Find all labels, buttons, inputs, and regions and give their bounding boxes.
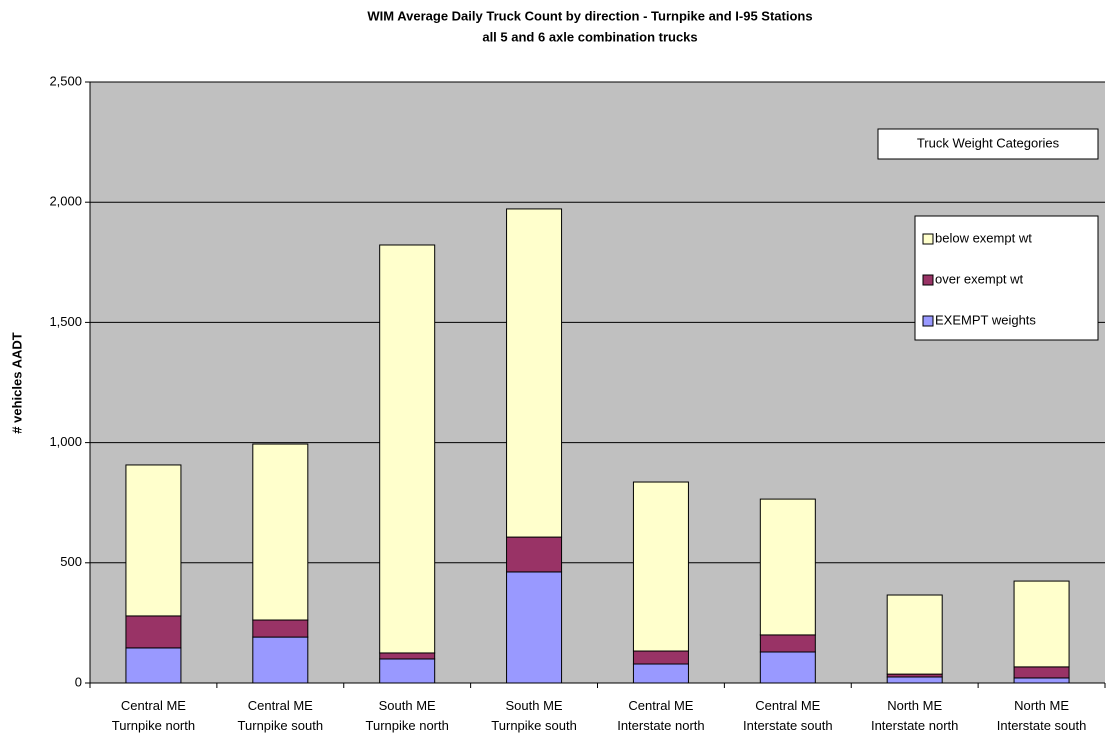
legend-title: Truck Weight Categories	[917, 135, 1060, 150]
x-tick-label-line: Central ME	[628, 698, 693, 713]
legend-label: below exempt wt	[935, 230, 1032, 245]
plot-area	[90, 82, 1105, 683]
bar-segment	[125, 615, 182, 649]
bar-segment	[379, 244, 436, 654]
legend-swatch	[922, 274, 934, 286]
x-tick-label: Central ME Interstate south	[743, 698, 833, 733]
bar-segment	[506, 571, 563, 684]
legend-title-box	[877, 128, 1099, 160]
bar-segment	[886, 676, 943, 684]
x-tick-label-line: South ME	[379, 698, 436, 713]
x-tick-label-line: Central ME	[248, 698, 313, 713]
x-tick-label: South ME Turnpike north	[366, 698, 449, 733]
bar-segment	[759, 634, 816, 653]
bar-segment	[125, 647, 182, 684]
y-tick-label: 0	[75, 674, 82, 689]
legend-label: over exempt wt	[935, 271, 1024, 286]
bar-segment	[1013, 677, 1070, 684]
bar-segment	[379, 652, 436, 660]
x-tick-label-line: Turnpike south	[238, 718, 324, 733]
x-tick-label-line: Interstate south	[743, 718, 833, 733]
bar-segment	[506, 208, 563, 538]
x-tick-label-line: Interstate north	[871, 718, 958, 733]
bar-segment	[252, 443, 309, 621]
x-tick-label-line: South ME	[506, 698, 563, 713]
bar-segment	[506, 536, 563, 573]
chart-title: WIM Average Daily Truck Count by directi…	[367, 8, 812, 23]
bar-segment	[252, 636, 309, 684]
x-tick-label-line: Turnpike south	[491, 718, 577, 733]
bar-segment	[759, 651, 816, 684]
chart-subtitle: all 5 and 6 axle combination trucks	[482, 29, 697, 44]
x-tick-label: South ME Turnpike south	[491, 698, 577, 733]
x-tick-label-line: North ME	[887, 698, 942, 713]
legend	[914, 215, 1099, 341]
bar-segment	[632, 481, 689, 652]
x-tick-label-line: North ME	[1014, 698, 1069, 713]
x-tick-label: Central ME Turnpike south	[238, 698, 324, 733]
x-tick-label: North ME Interstate north	[871, 698, 958, 733]
x-tick-label-line: Turnpike north	[112, 718, 195, 733]
bar-segment	[632, 650, 689, 665]
y-axis-label: # vehicles AADT	[9, 332, 24, 433]
y-tick-label: 500	[60, 554, 82, 569]
x-tick-label-line: Interstate north	[617, 718, 704, 733]
bar-segment	[379, 658, 436, 684]
y-tick-label: 1,000	[49, 434, 82, 449]
x-tick-label-line: Central ME	[755, 698, 820, 713]
bar-segment	[1013, 666, 1070, 679]
bar-segment	[886, 594, 943, 675]
x-tick-label-line: Interstate south	[997, 718, 1087, 733]
bar-segment	[1013, 580, 1070, 668]
legend-swatch	[922, 233, 934, 245]
bar-segment	[632, 663, 689, 684]
bar-segment	[759, 498, 816, 636]
legend-swatch	[922, 315, 934, 327]
x-tick-label: North ME Interstate south	[997, 698, 1087, 733]
y-tick-label: 2,000	[49, 194, 82, 209]
legend-label: EXEMPT weights	[935, 312, 1036, 327]
x-tick-label: Central ME Interstate north	[617, 698, 704, 733]
bar-segment	[125, 464, 182, 617]
x-tick-label-line: Turnpike north	[366, 718, 449, 733]
y-tick-label: 1,500	[49, 314, 82, 329]
y-tick-label: 2,500	[49, 73, 82, 88]
x-tick-label-line: Central ME	[121, 698, 186, 713]
bar-segment	[252, 619, 309, 638]
x-tick-label: Central ME Turnpike north	[112, 698, 195, 733]
